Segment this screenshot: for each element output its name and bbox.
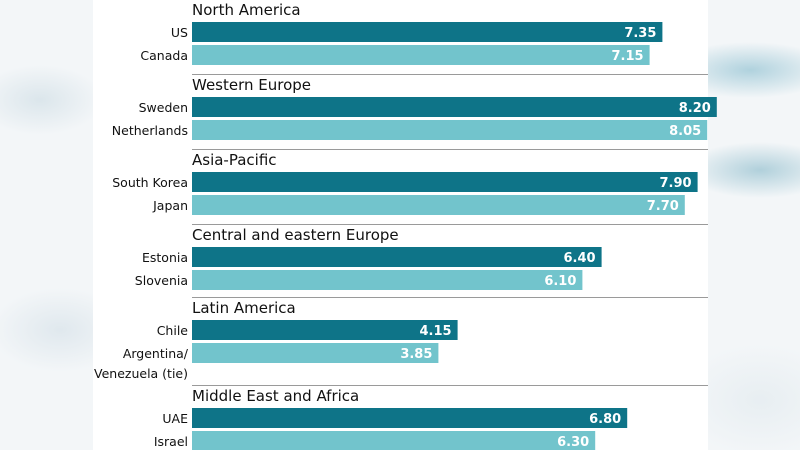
country-label: Israel <box>154 434 188 449</box>
bar <box>192 431 596 450</box>
bar <box>192 270 583 290</box>
region-title: Western Europe <box>192 76 311 94</box>
value-label: 8.20 <box>679 101 711 116</box>
value-label: 8.05 <box>669 124 701 139</box>
country-label: South Korea <box>112 175 188 190</box>
country-label: Estonia <box>142 250 188 265</box>
region-title: Central and eastern Europe <box>192 226 399 244</box>
value-label: 7.70 <box>647 199 679 214</box>
bar <box>192 22 663 42</box>
bar <box>192 195 685 215</box>
value-label: 7.90 <box>660 176 692 191</box>
value-label: 6.40 <box>564 251 596 266</box>
bar <box>192 320 458 340</box>
bar <box>192 343 439 363</box>
value-label: 6.30 <box>557 435 589 450</box>
value-label: 7.35 <box>624 26 656 41</box>
bar <box>192 45 650 65</box>
bar <box>192 247 602 267</box>
region-group: Central and eastern Europe 6.40 Estonia 6.1… <box>135 224 708 290</box>
bar <box>192 408 628 428</box>
region-title: Asia-Pacific <box>192 151 277 169</box>
region-group: Asia-Pacific 7.90 South Korea 7.70 Japan <box>112 149 708 215</box>
value-label: 3.85 <box>400 347 432 362</box>
value-label: 7.15 <box>612 49 644 64</box>
country-label: US <box>171 25 188 40</box>
region-group: North America 7.35 US 7.15 Canada <box>140 1 663 65</box>
country-label: Slovenia <box>135 273 188 288</box>
region-group: Middle East and Africa 6.80 UAE 6.30 Israel <box>154 385 708 450</box>
bar <box>192 172 698 192</box>
region-title: North America <box>192 1 301 19</box>
country-label: UAE <box>162 411 188 426</box>
value-label: 6.10 <box>544 274 576 289</box>
country-label: Netherlands <box>112 123 188 138</box>
region-group: Western Europe 8.20 Sweden 8.05 Netherlands <box>112 74 717 140</box>
value-label: 4.15 <box>420 324 452 339</box>
country-label: Argentina/Venezuela (tie) <box>94 346 189 381</box>
region-title: Middle East and Africa <box>192 387 359 405</box>
region-group: Latin America 4.15 Chile 3.85 Argentina/Vene… <box>94 297 708 381</box>
bar <box>192 120 708 140</box>
country-label: Sweden <box>139 100 188 115</box>
country-label: Canada <box>140 48 188 63</box>
country-label: Chile <box>157 323 189 338</box>
value-label: 6.80 <box>589 412 621 427</box>
bar <box>192 97 717 117</box>
region-title: Latin America <box>192 299 296 317</box>
country-label: Japan <box>152 198 188 213</box>
